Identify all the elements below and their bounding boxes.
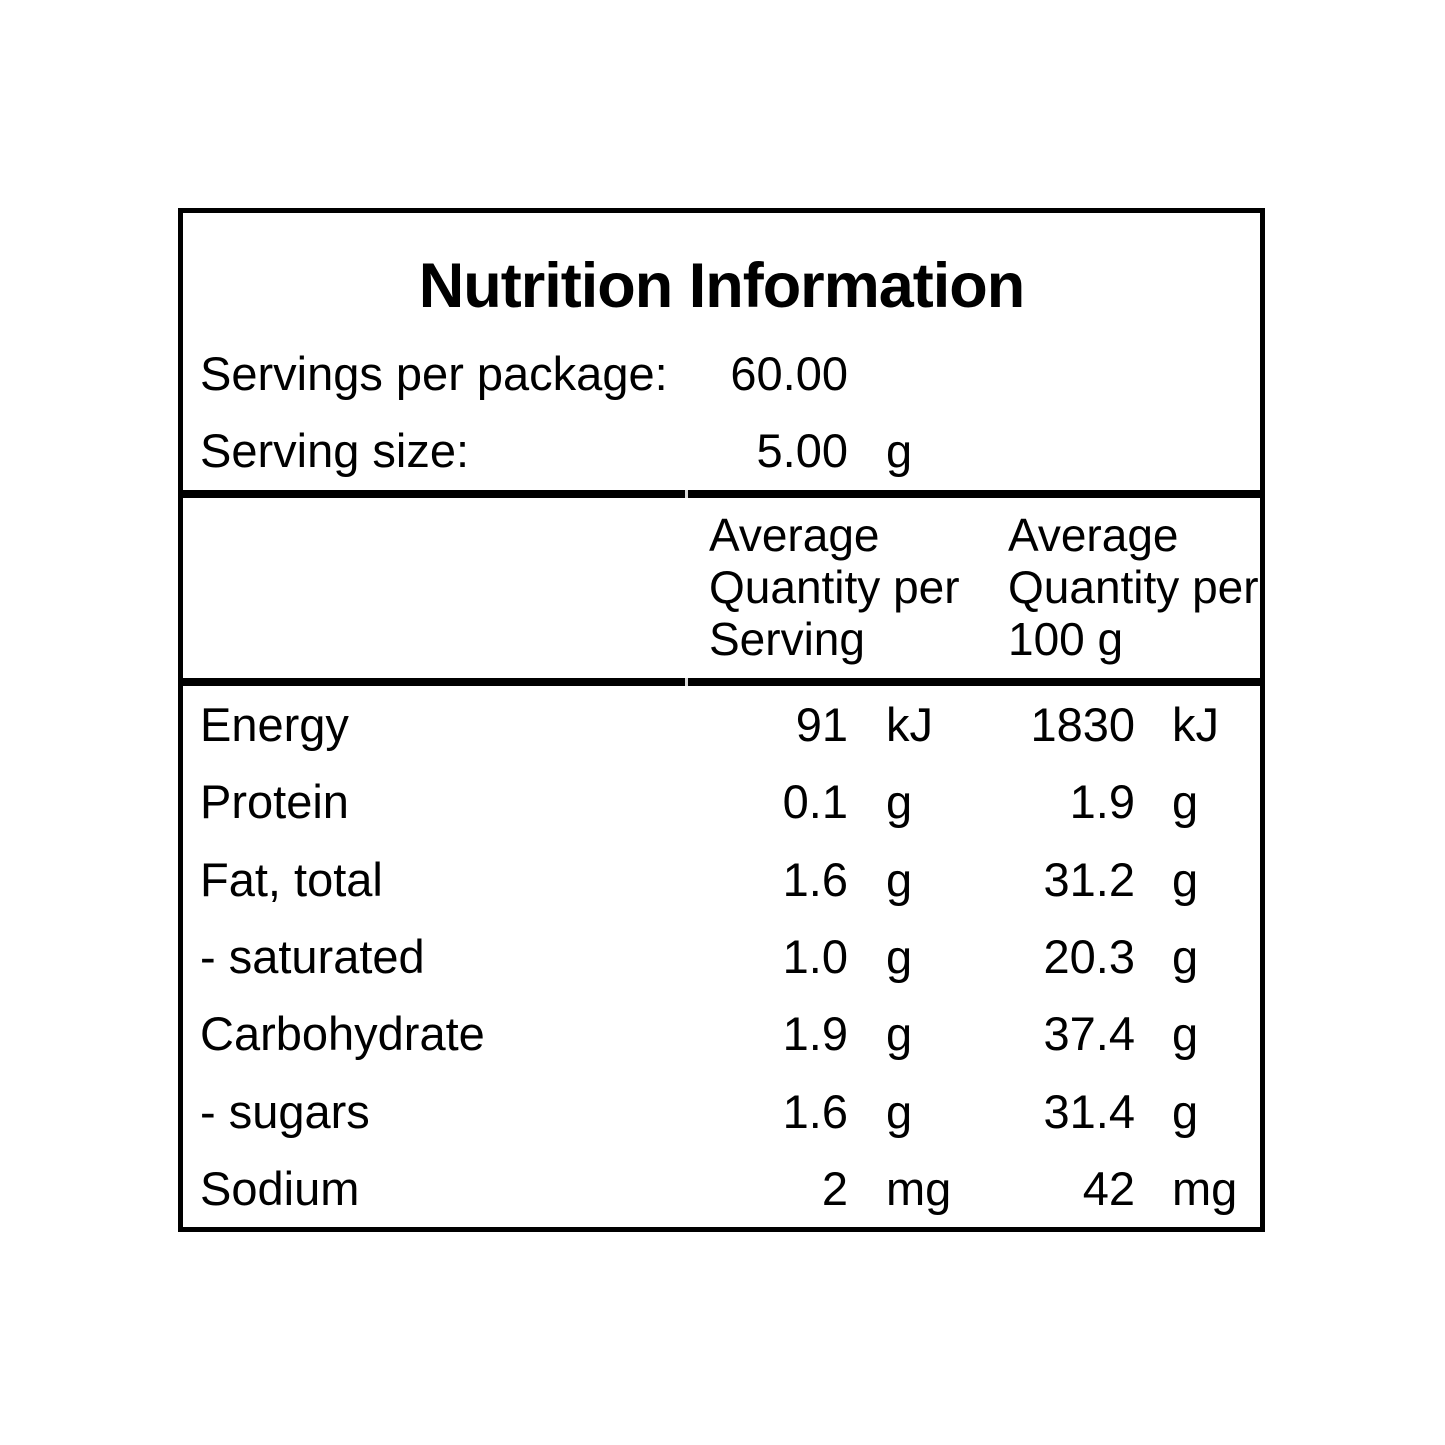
- servings-per-package-row: Servings per package: 60.00: [183, 346, 1260, 400]
- servings-per-package-value: 60.00: [730, 347, 848, 400]
- per100-value: 1830: [1030, 698, 1135, 752]
- table-row-sodium: Sodium 2 mg 42 mg: [183, 1150, 1260, 1227]
- divider-bottom: [183, 678, 1260, 686]
- per100-unit: mg: [1172, 1161, 1238, 1215]
- serving-value: 1.6: [782, 852, 848, 906]
- serving-value: 1.0: [782, 929, 848, 983]
- table-row-protein: Protein 0.1 g 1.9 g: [183, 763, 1260, 840]
- divider-top: [183, 490, 1260, 498]
- per100-unit: g: [1172, 775, 1199, 829]
- serving-value: 2: [821, 1161, 848, 1215]
- serving-size-label: Serving size:: [200, 424, 470, 477]
- per100-value: 20.3: [1043, 929, 1135, 983]
- nutrient-label: - sugars: [200, 1084, 370, 1138]
- table-row-energy: Energy 91 kJ 1830 kJ: [183, 686, 1260, 763]
- serving-unit: g: [886, 1084, 913, 1138]
- per100-value: 1.9: [1069, 775, 1135, 829]
- column-header-per-100g: Average Quantity per 100 g: [1008, 509, 1259, 665]
- nutrient-label: Fat, total: [200, 852, 383, 906]
- per100-value: 31.4: [1043, 1084, 1135, 1138]
- table-row-carbohydrate: Carbohydrate 1.9 g 37.4 g: [183, 995, 1260, 1072]
- per100-unit: g: [1172, 1007, 1199, 1061]
- nutrition-label-panel: Nutrition Information Servings per packa…: [178, 208, 1265, 1232]
- serving-size-unit: g: [886, 424, 913, 477]
- serving-value: 1.9: [782, 1007, 848, 1061]
- serving-value: 91: [795, 698, 848, 752]
- per100-value: 31.2: [1043, 852, 1135, 906]
- nutrition-label-inner: Nutrition Information Servings per packa…: [183, 213, 1260, 1227]
- column-header-per-serving: Average Quantity per Serving: [709, 509, 960, 665]
- nutrient-label: Energy: [200, 698, 349, 752]
- serving-size-row: Serving size: 5.00 g: [183, 423, 1260, 477]
- divider-seam: [685, 678, 688, 686]
- serving-unit: g: [886, 929, 913, 983]
- table-row-sugars: - sugars 1.6 g 31.4 g: [183, 1072, 1260, 1149]
- serving-unit: g: [886, 1007, 913, 1061]
- per100-unit: g: [1172, 1084, 1199, 1138]
- per100-unit: g: [1172, 852, 1199, 906]
- nutrient-label: Protein: [200, 775, 349, 829]
- nutrient-label: Sodium: [200, 1161, 360, 1215]
- serving-value: 1.6: [782, 1084, 848, 1138]
- nutrient-table: Energy 91 kJ 1830 kJ Protein 0.1 g 1.9 g…: [183, 686, 1260, 1227]
- serving-unit: kJ: [886, 698, 933, 752]
- per100-value: 42: [1082, 1161, 1135, 1215]
- nutrient-label: - saturated: [200, 929, 425, 983]
- serving-unit: g: [886, 852, 913, 906]
- per100-unit: g: [1172, 929, 1199, 983]
- column-headers: Average Quantity per Serving Average Qua…: [183, 509, 1260, 665]
- table-row-fat-total: Fat, total 1.6 g 31.2 g: [183, 841, 1260, 918]
- serving-size-value: 5.00: [756, 424, 848, 477]
- serving-unit: mg: [886, 1161, 952, 1215]
- per100-unit: kJ: [1172, 698, 1219, 752]
- serving-unit: g: [886, 775, 913, 829]
- nutrient-label: Carbohydrate: [200, 1007, 485, 1061]
- table-row-saturated: - saturated 1.0 g 20.3 g: [183, 918, 1260, 995]
- divider-seam: [685, 490, 688, 498]
- nutrition-title: Nutrition Information: [418, 251, 1025, 321]
- column-header-empty: [183, 509, 683, 665]
- servings-per-package-label: Servings per package:: [200, 347, 668, 400]
- per100-value: 37.4: [1043, 1007, 1135, 1061]
- serving-value: 0.1: [782, 775, 848, 829]
